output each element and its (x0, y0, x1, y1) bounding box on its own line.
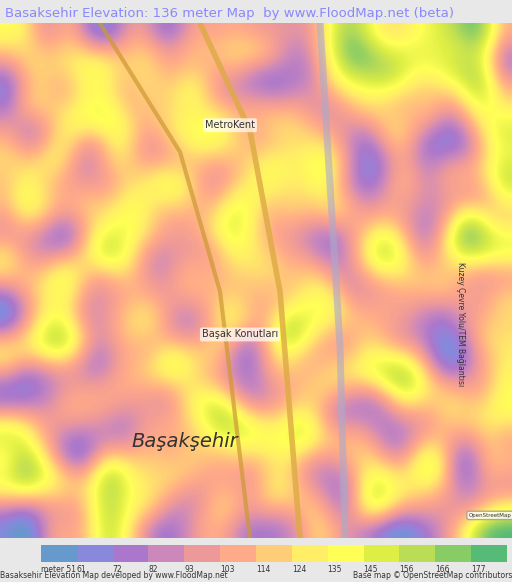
Bar (399, 545, 435, 562)
Text: 135: 135 (328, 566, 342, 574)
Text: 156: 156 (399, 566, 414, 574)
Text: 166: 166 (435, 566, 450, 574)
Text: 124: 124 (292, 566, 306, 574)
Text: 82: 82 (148, 566, 158, 574)
Text: 72: 72 (113, 566, 122, 574)
Bar (328, 545, 364, 562)
Text: 177: 177 (471, 566, 485, 574)
Text: meter 51: meter 51 (41, 566, 76, 574)
Text: 145: 145 (364, 566, 378, 574)
Bar (113, 545, 148, 562)
Text: 61: 61 (77, 566, 87, 574)
Text: Başakşehir: Başakşehir (132, 432, 238, 451)
Bar (435, 545, 471, 562)
Text: Kuzey Çevre Yolu/TEM Bağlantısı: Kuzey Çevre Yolu/TEM Bağlantısı (456, 262, 464, 386)
Text: Basaksehir Elevation: 136 meter Map  by www.FloodMap.net (beta): Basaksehir Elevation: 136 meter Map by w… (5, 8, 454, 20)
Bar (41, 545, 77, 562)
Text: 103: 103 (220, 566, 234, 574)
Bar (256, 545, 292, 562)
Bar (364, 545, 399, 562)
Bar (471, 545, 507, 562)
Text: MetroKent: MetroKent (205, 120, 255, 130)
Bar (77, 545, 113, 562)
Text: Başak Konutları: Başak Konutları (202, 329, 278, 339)
Text: Basaksehir Elevation Map developed by www.FloodMap.net: Basaksehir Elevation Map developed by ww… (0, 571, 228, 580)
Text: 93: 93 (184, 566, 194, 574)
Bar (184, 545, 220, 562)
Text: Base map © OpenStreetMap contributors: Base map © OpenStreetMap contributors (353, 571, 512, 580)
Text: 114: 114 (256, 566, 270, 574)
Text: OpenStreetMap: OpenStreetMap (468, 513, 511, 518)
Bar (220, 545, 256, 562)
Bar (148, 545, 184, 562)
Bar (292, 545, 328, 562)
